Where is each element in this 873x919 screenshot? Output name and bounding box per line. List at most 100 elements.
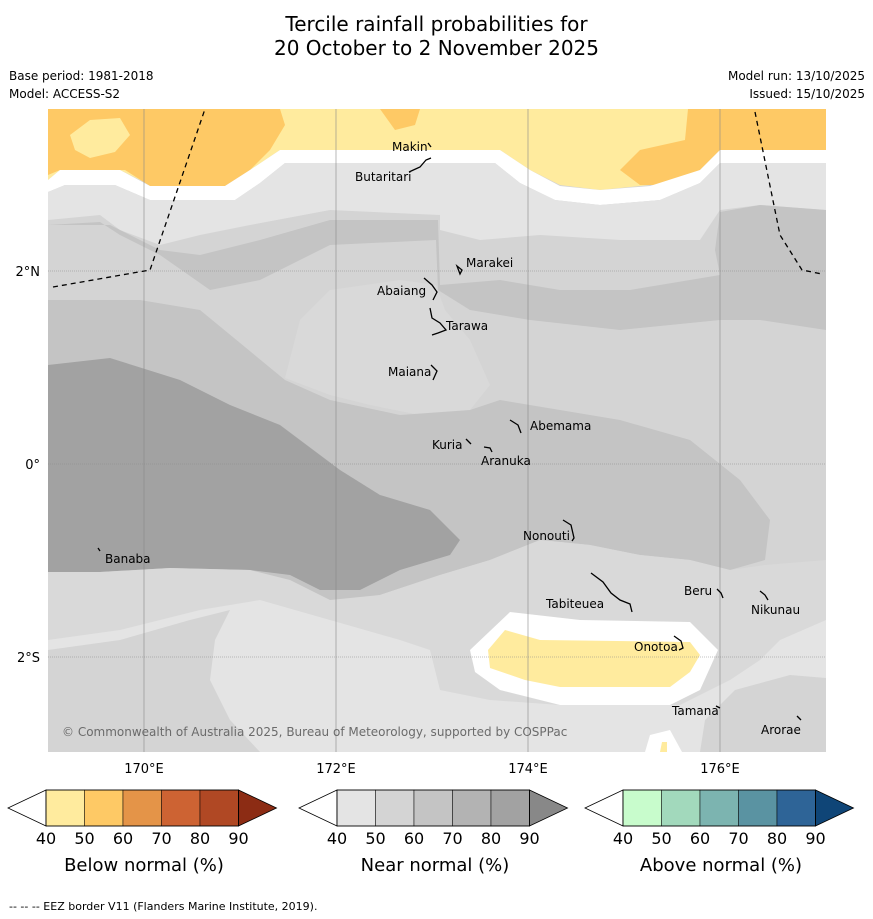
near-colorbar-segment-60 — [413, 789, 453, 827]
above-colorbar-tick-70: 70 — [728, 829, 748, 848]
near-normal-50-southwest — [48, 610, 260, 752]
chart-title: Tercile rainfall probabilities for 20 Oc… — [0, 12, 873, 60]
below-colorbar-high-arrow — [238, 789, 278, 827]
gridlines — [48, 270, 826, 658]
near-colorbar-segment-40 — [336, 789, 376, 827]
above-colorbar-segment-70 — [738, 789, 778, 827]
below-colorbar-tick-80: 80 — [190, 829, 210, 848]
issued-date: Issued: 15/10/2025 — [749, 87, 865, 101]
label-onotoa: Onotoa — [634, 640, 678, 654]
lat-label-2n: 2°N — [16, 265, 41, 280]
island-aranuka — [483, 446, 493, 453]
island-outlines — [97, 142, 802, 721]
near-colorbar-tick-60: 60 — [404, 829, 424, 848]
label-abaiang: Abaiang — [377, 284, 426, 298]
near-colorbar-tick-70: 70 — [442, 829, 462, 848]
lon-label-172e: 172°E — [316, 762, 356, 777]
below-colorbar-segment-50 — [84, 789, 124, 827]
label-makin: Makin — [392, 140, 428, 154]
above-colorbar-tick-40: 40 — [613, 829, 633, 848]
label-aranuka: Aranuka — [481, 454, 531, 468]
colorbar-below-normal: 40 50 60 70 80 90 — [7, 789, 278, 848]
white-band-north — [48, 150, 826, 205]
near-normal-50-east — [600, 340, 826, 465]
lat-label-0: 0° — [25, 458, 40, 473]
below-colorbar-tick-60: 60 — [113, 829, 133, 848]
legend-title-below: Below normal (%) — [64, 855, 224, 876]
label-beru: Beru — [684, 584, 712, 598]
below-colorbar-tick-70: 70 — [151, 829, 171, 848]
eez-border-east — [754, 111, 823, 275]
white-patch-bottom — [645, 730, 682, 752]
near-normal-40-band-north — [48, 163, 826, 245]
label-tabiteuea: Tabiteuea — [545, 597, 604, 611]
island-nonouti — [562, 519, 575, 542]
label-arorae: Arorae — [761, 723, 801, 737]
legend-title-above: Above normal (%) — [640, 855, 802, 876]
below-normal-50-zone-ne — [620, 109, 826, 185]
meta-left: Base period: 1981-2018 Model: ACCESS-S2 — [9, 67, 154, 103]
model-name: Model: ACCESS-S2 — [9, 87, 121, 101]
base-period: Base period: 1981-2018 — [9, 69, 154, 83]
island-tarawa — [429, 307, 448, 336]
above-colorbar-tick-90: 90 — [805, 829, 825, 848]
below-colorbar-tick-40: 40 — [36, 829, 56, 848]
island-marakei — [455, 264, 463, 276]
island-beru — [716, 588, 724, 599]
label-tarawa: Tarawa — [445, 319, 488, 333]
above-colorbar-segment-40 — [622, 789, 662, 827]
below-normal-40-patch-nw — [70, 118, 130, 158]
near-colorbar-segment-70 — [452, 789, 492, 827]
lon-label-170e: 170°E — [124, 762, 164, 777]
lon-label-174e: 174°E — [508, 762, 548, 777]
probability-field — [48, 109, 826, 752]
island-maiana — [430, 364, 438, 381]
label-nonouti: Nonouti — [523, 529, 570, 543]
near-colorbar-high-arrow — [529, 789, 569, 827]
below-colorbar-tick-50: 50 — [74, 829, 94, 848]
above-colorbar-tick-80: 80 — [767, 829, 787, 848]
colorbar-above-normal: 40 50 60 70 80 90 — [584, 789, 855, 848]
below-colorbar-low-arrow — [7, 789, 47, 827]
label-tamana: Tamana — [671, 704, 719, 718]
place-labels: Makin Butaritari Marakei Abaiang Tarawa … — [105, 140, 801, 737]
eez-border-west — [52, 108, 206, 288]
near-colorbar-tick-90: 90 — [519, 829, 539, 848]
above-colorbar-tick-60: 60 — [690, 829, 710, 848]
island-abemama — [509, 419, 522, 434]
meridians — [143, 109, 721, 752]
copyright-notice: © Commonwealth of Australia 2025, Bureau… — [62, 725, 567, 739]
label-banaba: Banaba — [105, 552, 151, 566]
near-colorbar-outline — [336, 789, 530, 827]
meta-right: Model run: 13/10/2025 Issued: 15/10/2025 — [728, 67, 865, 103]
island-nikunau — [759, 590, 769, 601]
above-colorbar-segment-80 — [776, 789, 816, 827]
island-tabiteuea — [590, 572, 633, 613]
eez-footnote: -- -- -- EEZ border V11 (Flanders Marine… — [9, 900, 318, 913]
near-normal-40-band-south — [48, 600, 826, 752]
above-colorbar-segment-50 — [661, 789, 701, 827]
island-kuria — [465, 438, 472, 445]
below-colorbar-segment-40 — [45, 789, 85, 827]
below-colorbar-outline — [45, 789, 239, 827]
above-colorbar-high-arrow — [815, 789, 855, 827]
label-nikunau: Nikunau — [751, 603, 800, 617]
above-colorbar-segment-60 — [699, 789, 739, 827]
near-colorbar-segment-50 — [375, 789, 415, 827]
near-normal-60-band — [48, 205, 826, 330]
above-colorbar-outline — [622, 789, 816, 827]
near-colorbar-tick-80: 80 — [481, 829, 501, 848]
island-arorae — [796, 715, 802, 721]
label-kuria: Kuria — [432, 438, 463, 452]
eez-borders — [52, 108, 823, 288]
lat-label-2s: 2°S — [17, 651, 40, 666]
below-colorbar-segment-80 — [199, 789, 239, 827]
island-abaiang — [423, 277, 438, 301]
island-butaritari — [408, 157, 432, 173]
below-colorbar-segment-60 — [122, 789, 162, 827]
near-normal-50-southeast — [700, 675, 826, 752]
near-colorbar-low-arrow — [298, 789, 338, 827]
label-abemama: Abemama — [530, 419, 591, 433]
below-normal-40-dot-bottom — [660, 742, 667, 752]
